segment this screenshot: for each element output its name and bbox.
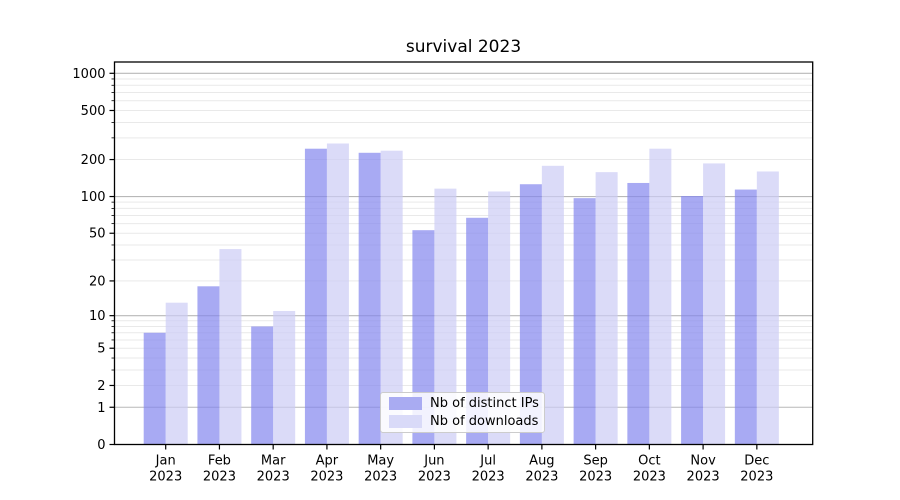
x-tick-label-year: 2023 (472, 470, 505, 485)
legend-item-downloads: Nb of downloads (389, 414, 539, 429)
legend-swatch-distinct-ips (389, 397, 422, 410)
bar-downloads-may (380, 150, 403, 445)
bar-downloads-sep (595, 172, 618, 445)
y-tick-label: 0 (97, 438, 105, 453)
y-tick-label: 2 (97, 379, 105, 394)
x-tick-label-month: Jan (155, 454, 176, 469)
legend-label-distinct-ips: Nb of distinct IPs (430, 396, 539, 411)
bar-distinct-ips-mar (251, 326, 274, 445)
x-tick-label-year: 2023 (418, 470, 451, 485)
x-tick-label-year: 2023 (257, 470, 290, 485)
y-tick-label: 1000 (72, 67, 105, 82)
bar-downloads-nov (703, 163, 726, 445)
x-tick-label-month: Mar (261, 454, 286, 469)
bar-downloads-jun (434, 188, 457, 445)
bar-distinct-ips-jan (143, 332, 166, 445)
x-tick-label-month: Jun (423, 454, 444, 469)
bar-downloads-mar (273, 310, 296, 445)
x-tick-label-year: 2023 (310, 470, 343, 485)
x-tick-label-month: Sep (583, 454, 608, 469)
x-tick-label-year: 2023 (149, 470, 182, 485)
bar-distinct-ips-jun (412, 230, 435, 445)
y-tick-label: 1 (97, 401, 105, 416)
bar-distinct-ips-jul (466, 217, 489, 445)
bar-distinct-ips-aug (519, 184, 542, 445)
bar-distinct-ips-apr (304, 148, 327, 445)
x-tick-label-month: Dec (744, 454, 769, 469)
bar-downloads-dec (756, 171, 779, 445)
plot-border (113, 61, 814, 446)
bar-downloads-oct (649, 148, 672, 445)
bar-distinct-ips-may (358, 152, 381, 445)
y-tick-label: 500 (81, 104, 106, 119)
bar-downloads-jul (488, 191, 511, 445)
bar-downloads-feb (219, 249, 242, 445)
x-tick-label-year: 2023 (525, 470, 558, 485)
bar-distinct-ips-oct (627, 182, 650, 445)
legend-label-downloads: Nb of downloads (430, 414, 539, 429)
y-tick-label: 5 (97, 342, 105, 357)
x-tick-label-year: 2023 (203, 470, 236, 485)
legend-swatch-downloads (389, 415, 422, 428)
x-tick-label-month: Oct (638, 454, 660, 469)
x-tick-label-year: 2023 (740, 470, 773, 485)
legend: Nb of distinct IPs Nb of downloads (380, 392, 545, 433)
x-tick-label-month: May (367, 454, 394, 469)
x-tick-label-month: Nov (690, 454, 716, 469)
y-tick-label: 50 (89, 227, 106, 242)
y-tick-label: 100 (81, 190, 106, 205)
x-tick-label-month: Aug (529, 454, 554, 469)
x-tick-label-year: 2023 (633, 470, 666, 485)
bar-downloads-aug (541, 165, 564, 445)
x-tick-label-year: 2023 (364, 470, 397, 485)
y-tick-label: 20 (89, 274, 106, 289)
y-tick-label: 10 (89, 309, 106, 324)
x-tick-label-year: 2023 (687, 470, 720, 485)
x-tick-label-month: Feb (208, 454, 231, 469)
bar-distinct-ips-dec (734, 189, 757, 445)
bar-downloads-apr (326, 143, 349, 445)
bar-distinct-ips-sep (573, 198, 596, 445)
bar-distinct-ips-nov (681, 196, 704, 445)
bar-distinct-ips-feb (197, 286, 220, 445)
x-tick-label-month: Jul (479, 454, 496, 469)
legend-item-distinct-ips: Nb of distinct IPs (389, 396, 539, 411)
x-tick-label-month: Apr (316, 454, 339, 469)
chart-title: survival 2023 (405, 37, 522, 57)
x-tick-label-year: 2023 (579, 470, 612, 485)
y-tick-label: 200 (81, 153, 106, 168)
bar-downloads-jan (165, 302, 188, 445)
